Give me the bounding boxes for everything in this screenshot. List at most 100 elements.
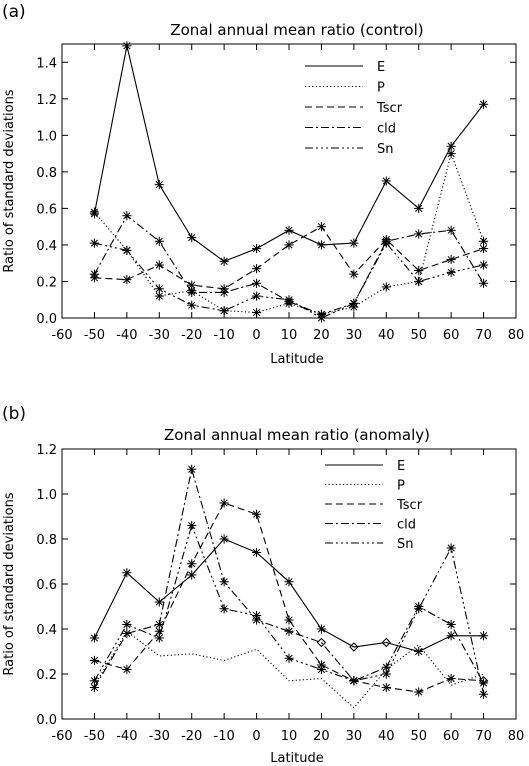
data-point	[381, 669, 391, 679]
legend: EP Tscr cld Sn	[325, 459, 423, 552]
data-point	[187, 559, 197, 569]
x-tick-label: -20	[181, 729, 202, 744]
data-point	[284, 626, 294, 636]
y-tick-label: 0.6	[36, 202, 57, 217]
y-tick-label: 1.2	[36, 93, 57, 108]
legend-label: cld	[397, 518, 416, 533]
data-point	[154, 236, 164, 246]
data-point	[89, 207, 100, 217]
series-line-tscr	[94, 502, 484, 693]
chart-panel-a: (a) Zonal annual mean ratio (control) -60 -…	[2, 2, 524, 367]
y-tick-label: 0.0	[36, 312, 57, 327]
legend-label: P	[397, 479, 405, 494]
data-point	[414, 604, 424, 614]
panel-label: (b)	[2, 404, 26, 424]
data-point	[187, 233, 197, 243]
data-point	[89, 633, 100, 643]
x-tick-label: 50	[410, 729, 427, 744]
data-point	[251, 291, 262, 301]
x-tick-label: 60	[443, 729, 460, 744]
data-point	[122, 211, 132, 221]
data-point	[154, 284, 164, 294]
data-point	[414, 229, 424, 239]
data-point	[478, 678, 489, 688]
data-point	[122, 664, 132, 675]
x-tick-label: -60	[51, 328, 72, 343]
data-point	[381, 282, 391, 292]
x-tick-label: -60	[51, 729, 72, 744]
data-point	[446, 254, 456, 265]
data-point	[251, 264, 262, 274]
data-point	[89, 655, 100, 666]
x-tick-label: 0	[252, 729, 260, 744]
x-tick-label: -10	[214, 328, 235, 343]
x-tick-label: 20	[313, 729, 330, 744]
data-point	[381, 238, 391, 248]
data-point	[316, 222, 327, 232]
y-tick-label: 0.2	[36, 668, 57, 683]
data-point	[219, 577, 229, 587]
data-point	[316, 624, 327, 634]
data-point	[187, 287, 197, 298]
series-sn	[89, 520, 489, 699]
data-point	[219, 306, 229, 316]
x-tick-label: 40	[378, 328, 395, 343]
x-axis-label: Latitude	[270, 352, 324, 367]
data-point	[446, 267, 456, 277]
data-point	[414, 203, 424, 213]
x-tick-label: 10	[281, 729, 298, 744]
x-tick-label: 30	[346, 328, 363, 343]
legend-label: P	[377, 81, 385, 96]
data-point	[414, 276, 424, 287]
data-point	[89, 238, 100, 248]
data-point	[219, 287, 229, 298]
x-tick-label: 10	[281, 328, 298, 343]
series-e	[89, 534, 489, 657]
chart-title: Zonal annual mean ratio (anomaly)	[164, 426, 430, 444]
data-point	[122, 568, 132, 578]
data-point	[219, 534, 229, 544]
data-point	[381, 176, 391, 186]
legend-label: Tscr	[376, 101, 403, 116]
y-tick-label: 0.4	[36, 623, 57, 638]
series-sn	[89, 238, 489, 323]
x-tick-label: 80	[508, 328, 525, 343]
legend-label: Tscr	[396, 498, 423, 513]
x-tick-label: -50	[84, 729, 105, 744]
data-point	[219, 498, 229, 508]
data-point	[187, 300, 197, 310]
legend-label: E	[397, 459, 405, 474]
data-point-diamond	[316, 637, 327, 648]
data-point	[187, 520, 197, 531]
y-axis-label: Ratio of standard deviations	[2, 89, 17, 272]
data-point	[284, 577, 294, 587]
y-tick-label: 0.8	[36, 166, 57, 181]
data-point	[122, 245, 132, 256]
x-axis-label: Latitude	[270, 751, 324, 766]
data-point	[251, 547, 262, 558]
data-point	[446, 225, 456, 235]
data-point	[284, 240, 294, 250]
data-point	[251, 610, 262, 621]
y-tick-label: 0.4	[36, 239, 57, 254]
data-point	[89, 269, 100, 279]
x-tick-label: 40	[378, 729, 395, 744]
data-point	[187, 570, 197, 580]
data-point	[284, 225, 294, 235]
panel-label: (a)	[2, 2, 26, 22]
x-tick-label: 20	[313, 328, 330, 343]
data-point	[446, 619, 456, 630]
y-tick-label: 0.8	[36, 533, 57, 548]
data-point	[446, 149, 456, 159]
data-point	[316, 664, 327, 675]
data-point	[349, 238, 359, 248]
x-tick-label: -20	[181, 328, 202, 343]
y-tick-label: 1.2	[36, 443, 57, 458]
data-point	[251, 509, 262, 519]
chart-title: Zonal annual mean ratio (control)	[170, 21, 423, 39]
y-tick-label: 0.2	[36, 275, 57, 290]
data-point	[414, 646, 424, 657]
data-point	[381, 682, 391, 693]
data-point	[154, 597, 164, 607]
